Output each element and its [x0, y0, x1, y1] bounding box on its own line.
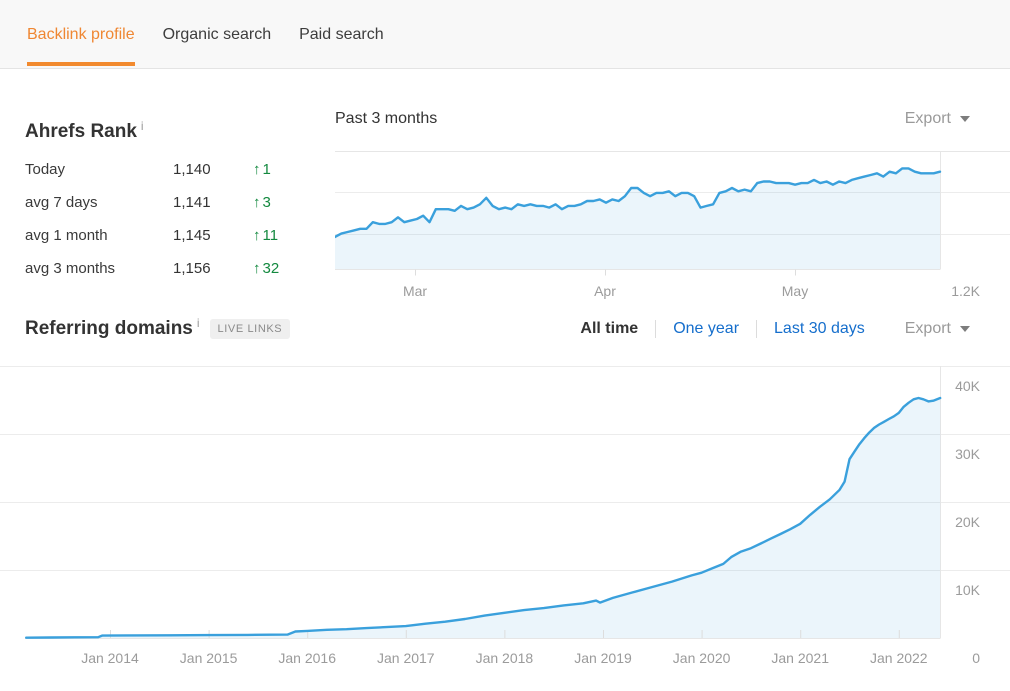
x-axis-label: Apr [594, 283, 616, 299]
y-axis-label: 40K [955, 378, 980, 394]
y-axis-label: 0 [972, 650, 980, 666]
tab-backlink-profile[interactable]: Backlink profile [27, 0, 135, 68]
ahrefs-rank-chart[interactable]: Mar Apr May 1.2K [335, 151, 1010, 299]
rank-chart-title: Past 3 months [335, 110, 438, 127]
tab-bar: Backlink profile Organic search Paid sea… [0, 0, 1010, 69]
filter-one-year[interactable]: One year [673, 320, 740, 337]
x-axis-label: Jan 2017 [376, 650, 435, 666]
info-icon[interactable]: i [196, 316, 200, 330]
live-links-badge: LIVE LINKS [209, 319, 291, 339]
rank-row-label: avg 3 months [25, 260, 116, 277]
rank-row-value: 1,145 [173, 227, 211, 244]
filter-divider [655, 320, 657, 338]
table-row: avg 7 days 1,141 ↑ 3 [25, 186, 330, 219]
rank-row-label: Today [25, 161, 66, 178]
tab-paid-search[interactable]: Paid search [299, 26, 384, 43]
rank-change-value: 3 [262, 194, 271, 211]
filter-all-time[interactable]: All time [580, 320, 639, 337]
up-arrow-icon: ↑ [253, 161, 261, 178]
referring-domains-title-text: Referring domains [25, 318, 193, 339]
rank-row-value: 1,141 [173, 194, 211, 211]
referring-domains-title: Referring domains i [25, 316, 200, 340]
x-axis-label: Jan 2022 [869, 650, 928, 666]
rank-chart-svg [335, 151, 1010, 276]
export-label: Export [904, 110, 951, 127]
rank-change-value: 32 [262, 260, 280, 277]
referring-domains-chart[interactable]: Jan 2014 Jan 2015 Jan 2016 Jan 2017 Jan 2018… [0, 366, 1010, 691]
x-axis-label: Jan 2015 [179, 650, 238, 666]
export-label: Export [904, 320, 951, 337]
referring-chart-svg [0, 366, 1010, 639]
x-axis-label: Mar [402, 283, 428, 299]
up-arrow-icon: ↑ [253, 227, 261, 244]
x-axis-label: Jan 2018 [475, 650, 534, 666]
referring-export-button[interactable]: Export [905, 320, 970, 338]
info-icon[interactable]: i [140, 118, 144, 133]
x-axis-label: Jan 2019 [574, 650, 632, 666]
y-axis-label: 10K [955, 582, 980, 598]
ahrefs-rank-title: Ahrefs Rank i [25, 118, 144, 143]
tab-organic-search[interactable]: Organic search [162, 26, 272, 43]
chevron-down-icon [960, 326, 970, 332]
rank-row-change: ↑ 32 [253, 260, 279, 277]
up-arrow-icon: ↑ [253, 260, 261, 277]
y-axis-label: 30K [955, 446, 980, 462]
x-axis-label: Jan 2014 [81, 650, 139, 666]
up-arrow-icon: ↑ [253, 194, 261, 211]
rank-row-change: ↑ 11 [253, 227, 278, 244]
table-row: avg 1 month 1,145 ↑ 11 [25, 219, 330, 252]
filter-last-30-days[interactable]: Last 30 days [774, 320, 865, 337]
rank-row-label: avg 7 days [25, 194, 98, 211]
rank-change-value: 1 [262, 161, 271, 178]
rank-change-value: 11 [262, 227, 279, 244]
ahrefs-rank-title-text: Ahrefs Rank [25, 120, 137, 142]
y-axis-label: 20K [955, 514, 980, 530]
x-axis-label: May [781, 283, 809, 299]
x-axis-label: Jan 2016 [278, 650, 336, 666]
rank-row-label: avg 1 month [25, 227, 108, 244]
filter-divider [756, 320, 758, 338]
table-row: avg 3 months 1,156 ↑ 32 [25, 252, 330, 285]
chevron-down-icon [960, 116, 970, 122]
rank-row-value: 1,156 [173, 260, 211, 277]
x-axis-label: Jan 2021 [771, 650, 829, 666]
table-row: Today 1,140 ↑ 1 [25, 153, 330, 186]
referring-domains-header: Referring domains i LIVE LINKS All time O… [25, 307, 970, 351]
rank-row-value: 1,140 [173, 161, 211, 178]
rank-row-change: ↑ 1 [253, 161, 271, 178]
x-axis-label: Jan 2020 [672, 650, 731, 666]
rank-export-button[interactable]: Export [905, 110, 970, 128]
rank-row-change: ↑ 3 [253, 194, 271, 211]
y-axis-label: 1.2K [951, 283, 980, 299]
ahrefs-rank-table: Today 1,140 ↑ 1 avg 7 days 1,141 ↑ 3 avg 1… [25, 153, 330, 285]
